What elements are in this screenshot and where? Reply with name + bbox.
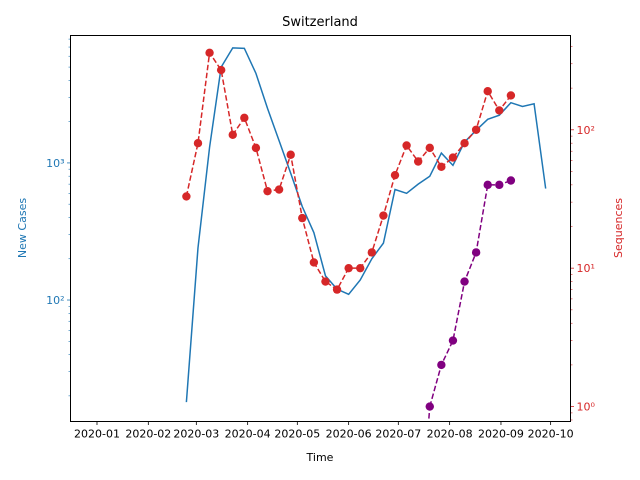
series-point-3 (483, 180, 492, 190)
series-point-2 (390, 170, 400, 180)
series-point-2 (506, 91, 516, 100)
series-point-2 (228, 130, 237, 139)
series-point-2 (286, 150, 295, 159)
series-point-2 (413, 157, 423, 166)
series-point-2 (216, 65, 226, 75)
series-point-2 (193, 138, 203, 148)
series-point-3 (506, 176, 516, 185)
y-left-tick-label: 10² (46, 294, 64, 307)
series-point-2 (332, 285, 342, 294)
series-point-2 (182, 192, 191, 201)
y-right-tick-label: 10² (577, 124, 595, 137)
series-point-3 (437, 360, 446, 370)
series-point-2 (448, 153, 458, 162)
x-axis-title: Time (306, 451, 334, 464)
series-point-2 (356, 263, 365, 273)
series-point-2 (471, 125, 481, 134)
series-point-3 (471, 248, 481, 257)
series-line-1 (185, 47, 547, 403)
x-tick-label: 2020-01 (74, 428, 120, 441)
y-right-axis-title: Sequences (612, 198, 625, 258)
x-tick-label: 2020-10 (528, 428, 574, 441)
series-point-2 (379, 211, 388, 220)
series-line-3 (429, 179, 512, 407)
series-point-2 (263, 186, 272, 196)
x-tick-label: 2020-02 (125, 428, 171, 441)
series-point-3 (460, 277, 469, 286)
x-tick-label: 2020-08 (427, 428, 473, 441)
x-tick-label: 2020-05 (274, 428, 320, 441)
x-tick-label: 2020-09 (478, 428, 524, 441)
y-left-axis-title: New Cases (16, 198, 29, 258)
series-point-2 (402, 141, 411, 150)
series-point-2 (251, 143, 261, 153)
y-right-tick-label: 10⁰ (577, 401, 596, 414)
series-point-2 (344, 263, 353, 273)
x-tick-label: 2020-07 (375, 428, 421, 441)
series-point-2 (460, 138, 469, 148)
series-point-2 (425, 143, 434, 153)
series-point-2 (483, 87, 492, 96)
chart-title: Switzerland (282, 15, 358, 30)
axes-frame (70, 35, 571, 422)
series-point-2 (240, 113, 249, 123)
series-point-3 (495, 180, 504, 190)
x-axis-ticks: 2020-01 2020-02 2020-03 2020-04 2020-05 2020-… (74, 421, 574, 441)
series-line-3-lead (427, 406, 431, 422)
series-point-3 (448, 336, 458, 345)
x-tick-label: 2020-04 (225, 428, 271, 441)
series-point-2 (274, 185, 284, 194)
y-left-axis-ticks: 10² 10³ (46, 38, 71, 397)
series-point-2 (321, 277, 330, 286)
series-point-2 (367, 248, 377, 257)
y-left-tick-label: 10³ (46, 157, 64, 170)
series-point-2 (309, 258, 319, 267)
series-point-2 (205, 48, 214, 57)
plot-area (182, 47, 547, 422)
series-point-2 (298, 213, 307, 223)
series-point-2 (495, 106, 504, 115)
x-tick-label: 2020-06 (326, 428, 372, 441)
series-group (182, 47, 547, 411)
x-tick-label: 2020-03 (173, 428, 219, 441)
series-point-2 (437, 162, 446, 172)
y-right-tick-label: 10¹ (577, 262, 595, 275)
